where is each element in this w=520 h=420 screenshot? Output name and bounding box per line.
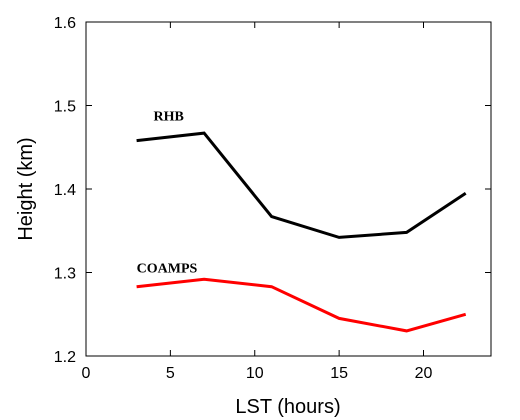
y-tick-label: 1.5 [54,99,76,116]
plot-area-frame [85,21,492,357]
series-lines [136,131,467,333]
series-annotations: RHB COAMPS [137,110,198,277]
x-tick-label: 10 [246,365,264,382]
y-tick-label: 1.3 [54,266,76,283]
x-tick-label: 15 [330,365,348,382]
x-axis-title: LST (hours) [235,396,340,418]
y-tick-label: 1.6 [54,15,76,32]
y-axis-title: Height (km) [15,137,37,240]
x-tick-label: 5 [166,365,175,382]
tick-marks [85,21,491,357]
x-tick-label: 0 [82,365,91,382]
series-label-coamps: COAMPS [137,262,198,277]
y-tick-label: 1.4 [54,182,76,199]
series-line-coamps [136,277,467,333]
series-label-rhb: RHB [154,110,184,125]
series-line-rhb [136,131,467,239]
tick-labels: 0 5 10 15 20 1.2 1.3 1.4 1.5 1.6 [54,15,433,382]
y-tick-label: 1.2 [54,349,76,366]
x-tick-label: 20 [415,365,433,382]
